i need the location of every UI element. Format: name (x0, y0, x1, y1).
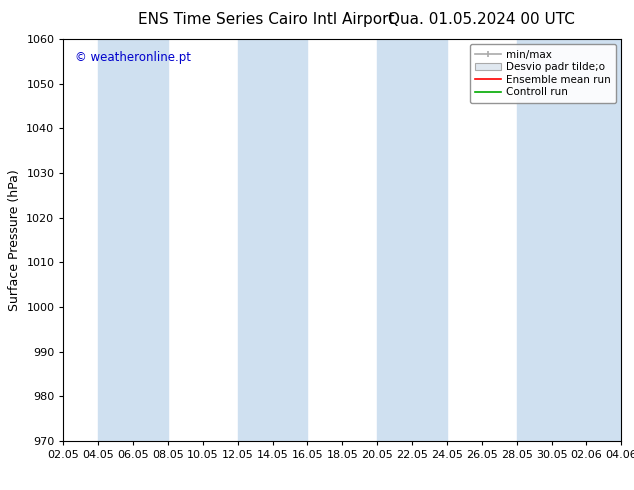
Legend: min/max, Desvio padr tilde;o, Ensemble mean run, Controll run: min/max, Desvio padr tilde;o, Ensemble m… (470, 45, 616, 102)
Bar (586, 39, 621, 441)
Bar (238, 39, 307, 441)
Text: ENS Time Series Cairo Intl Airport: ENS Time Series Cairo Intl Airport (138, 12, 394, 27)
Text: Qua. 01.05.2024 00 UTC: Qua. 01.05.2024 00 UTC (389, 12, 575, 27)
Y-axis label: Surface Pressure (hPa): Surface Pressure (hPa) (8, 169, 21, 311)
Bar (98, 39, 168, 441)
Bar (517, 39, 586, 441)
Bar (377, 39, 447, 441)
Text: © weatheronline.pt: © weatheronline.pt (75, 51, 191, 64)
